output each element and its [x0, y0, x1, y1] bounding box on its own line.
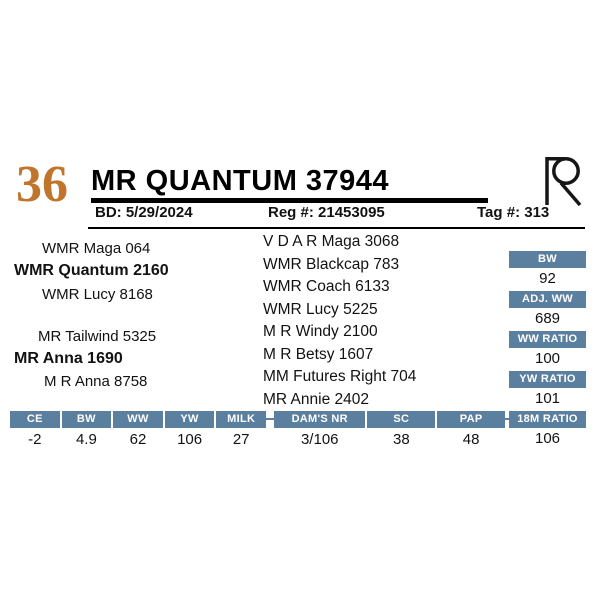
registration-number: Reg #: 21453095: [268, 204, 385, 221]
table-connector-line: [502, 418, 512, 420]
pedigree-ancestor: MM Futures Right 704: [263, 368, 417, 385]
pedigree-ancestor: WMR Lucy 5225: [263, 300, 378, 318]
epd-header-milk: MILK: [216, 411, 266, 428]
stat-header-adj-ww: ADJ. WW: [509, 291, 586, 308]
pedigree-dam-of-sire: WMR Lucy 8168: [42, 286, 153, 303]
stat-value-ww-ratio: 100: [509, 348, 586, 371]
epd-header-bw: BW: [61, 411, 112, 428]
header-divider: [88, 227, 585, 229]
pedigree-ancestor: MR Annie 2402: [263, 390, 369, 408]
epd-value-yw: 106: [164, 428, 215, 452]
lot-number: 36: [16, 156, 68, 213]
epd-value-ww: 62: [113, 428, 163, 452]
epd-header-pap: PAP: [437, 411, 506, 428]
title-underline: [91, 198, 488, 203]
epd-value-milk: 27: [216, 428, 266, 452]
epd-value-dams-nr: 3/106: [274, 428, 366, 452]
pedigree-ancestor: M R Betsy 1607: [263, 345, 374, 363]
epd-header-sc: SC: [367, 411, 436, 428]
epd-value-pap: 48: [437, 428, 506, 452]
stat-header-yw-ratio: YW RATIO: [509, 371, 586, 388]
stat-value-bw: 92: [509, 268, 586, 291]
pedigree-ancestor: M R Windy 2100: [263, 323, 378, 340]
pedigree-sire-of-sire: WMR Maga 064: [42, 240, 151, 257]
tag-number: Tag #: 313: [477, 204, 550, 221]
table-connector-line: [263, 418, 277, 420]
epd-value-sc: 38: [367, 428, 436, 452]
pedigree-sire: WMR Quantum 2160: [14, 262, 169, 279]
epd-value-bw: 4.9: [61, 428, 112, 452]
stat-value-adj-ww: 689: [509, 308, 586, 331]
pedigree-sire-of-dam: MR Tailwind 5325: [38, 328, 157, 345]
epd-header-dams-nr: DAM'S NR: [274, 411, 366, 428]
pedigree-ancestor: V D A R Maga 3068: [263, 233, 400, 250]
stat-header-18m-ratio: 18M RATIO: [509, 411, 586, 428]
performance-stats-column: BW 92 ADJ. WW 689 WW RATIO 100 YW RATIO …: [509, 251, 586, 451]
stat-header-bw: BW: [509, 251, 586, 268]
ranch-brand-r-logo: [538, 156, 586, 207]
epd-table-middle: DAM'S NR SC PAP 3/106 38 48: [274, 411, 506, 452]
stat-header-ww-ratio: WW RATIO: [509, 331, 586, 348]
pedigree-dam-of-dam: M R Anna 8758: [44, 373, 148, 390]
animal-title: MR QUANTUM 37944: [91, 165, 390, 197]
pedigree-ancestor: WMR Coach 6133: [263, 278, 390, 295]
pedigree-dam: MR Anna 1690: [14, 350, 123, 367]
epd-value-ce: -2: [10, 428, 60, 452]
epd-header-ce: CE: [10, 411, 60, 428]
stat-value-18m-ratio: 106: [509, 428, 586, 451]
epd-header-yw: YW: [164, 411, 215, 428]
epd-header-ww: WW: [113, 411, 163, 428]
pedigree-ancestor-list: V D A R Maga 3068 WMR Blackcap 783 WMR C…: [263, 231, 416, 411]
epd-table-left: CE BW WW YW MILK -2 4.9 62 106 27: [10, 411, 266, 452]
stat-value-yw-ratio: 101: [509, 388, 586, 411]
pedigree-ancestor: WMR Blackcap 783: [263, 255, 400, 273]
birth-date: BD: 5/29/2024: [95, 204, 193, 221]
